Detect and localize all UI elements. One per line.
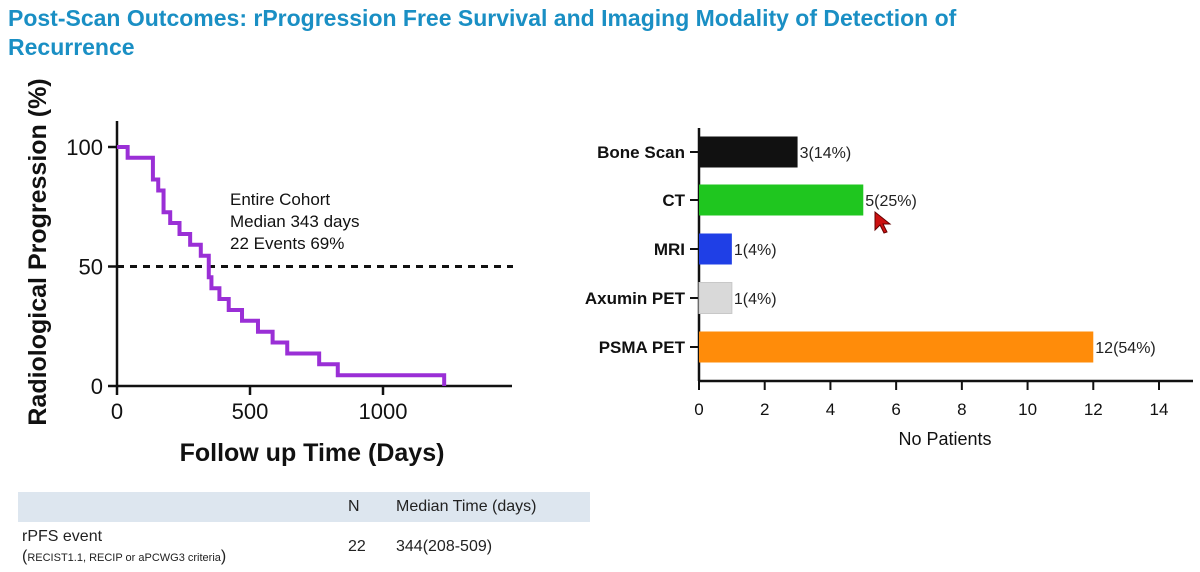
y-axis-title: Radiological Progression (%) bbox=[24, 78, 52, 425]
cohort-annotation-line: 22 Events 69% bbox=[230, 234, 344, 253]
bar-value-label: 5(25%) bbox=[865, 193, 917, 210]
bar-category-label: Bone Scan bbox=[597, 143, 685, 162]
bar-bone-scan bbox=[699, 136, 798, 168]
bar-value-label: 3(14%) bbox=[800, 145, 852, 162]
bar-x-tick-label: 4 bbox=[826, 400, 835, 419]
cohort-annotation-line: Entire Cohort bbox=[230, 190, 330, 209]
bar-x-tick-label: 2 bbox=[760, 400, 769, 419]
bar-value-label: 12(54%) bbox=[1095, 340, 1155, 357]
table-row: rPFS event (RECIST1.1, RECIP or aPCWG3 c… bbox=[18, 522, 590, 572]
mouse-pointer-icon bbox=[874, 210, 892, 234]
event-label: rPFS event bbox=[22, 527, 103, 545]
event-criteria: (RECIST1.1, RECIP or aPCWG3 criteria) bbox=[22, 547, 348, 568]
bar-value-label: 1(4%) bbox=[734, 242, 777, 259]
bar-category-label: Axumin PET bbox=[585, 289, 686, 308]
bar-x-axis-title: No Patients bbox=[898, 429, 991, 449]
criteria-open-paren: ( bbox=[22, 547, 28, 565]
bar-x-tick-label: 0 bbox=[694, 400, 703, 419]
bar-value-label: 1(4%) bbox=[734, 291, 777, 308]
bar-ct bbox=[699, 184, 864, 216]
bar-category-label: PSMA PET bbox=[599, 338, 686, 357]
bar-x-tick-label: 8 bbox=[957, 400, 966, 419]
y-tick-label: 0 bbox=[91, 374, 103, 399]
x-tick-label: 1000 bbox=[359, 399, 408, 424]
table-cell-median: 344(208-509) bbox=[396, 538, 493, 555]
table-cell-n: 22 bbox=[348, 538, 366, 555]
table-header-n: N bbox=[348, 498, 360, 515]
bar-category-label: CT bbox=[662, 191, 685, 210]
bar-x-tick-label: 12 bbox=[1084, 400, 1103, 419]
bar-category-label: MRI bbox=[654, 240, 685, 259]
bar-x-tick-label: 6 bbox=[891, 400, 900, 419]
criteria-text: RECIST1.1, RECIP or aPCWG3 criteria bbox=[27, 551, 221, 564]
bar-x-tick-label: 10 bbox=[1018, 400, 1037, 419]
bar-axumin-pet bbox=[698, 282, 733, 314]
slide-title: Post-Scan Outcomes: rProgression Free Su… bbox=[8, 5, 957, 60]
results-table: N Median Time (days) rPFS event (RECIST1… bbox=[18, 492, 590, 572]
x-tick-label: 500 bbox=[232, 399, 269, 424]
criteria-close-paren: ) bbox=[220, 547, 227, 565]
table-header-median: Median Time (days) bbox=[396, 498, 537, 515]
table-header-row: N Median Time (days) bbox=[18, 492, 590, 522]
progression-step-line bbox=[117, 145, 447, 386]
bar-x-tick-label: 14 bbox=[1150, 400, 1169, 419]
bar-mri bbox=[699, 233, 732, 265]
bar-psma-pet bbox=[699, 331, 1094, 363]
imaging-modality-bar-chart: 0 2 4 6 8 10 12 14 No Patients Bone Scan 3(14%) CT 5… bbox=[585, 128, 1193, 449]
x-axis-title: Follow up Time (Days) bbox=[180, 439, 445, 467]
cohort-annotation-line: Median 343 days bbox=[230, 212, 359, 231]
y-tick-label: 50 bbox=[79, 255, 103, 280]
y-tick-label: 100 bbox=[66, 135, 103, 160]
x-tick-label: 0 bbox=[111, 399, 123, 424]
table-cell-event: rPFS event (RECIST1.1, RECIP or aPCWG3 c… bbox=[18, 527, 348, 568]
